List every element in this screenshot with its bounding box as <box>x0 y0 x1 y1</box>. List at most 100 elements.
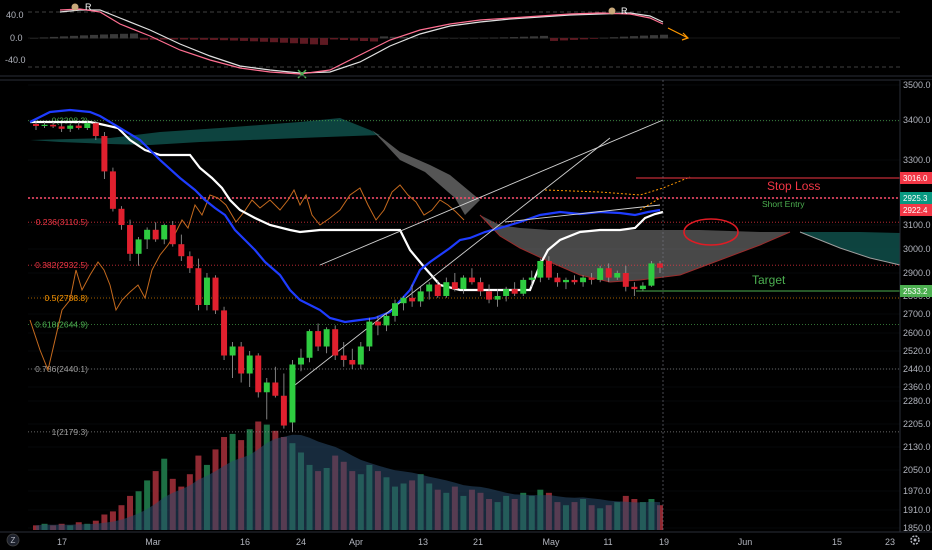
short-entry-label: Short Entry <box>762 199 805 209</box>
oscillator-histogram-bar <box>590 38 598 39</box>
oscillator-histogram-bar <box>50 36 58 39</box>
oscillator-histogram-bar <box>60 36 68 39</box>
oscillator-histogram-bar <box>470 37 478 39</box>
oscillator-histogram-bar <box>320 38 328 45</box>
oscillator-histogram-bar <box>190 38 198 40</box>
x-tick-label: 15 <box>832 537 842 547</box>
candles <box>33 120 663 432</box>
candle-body <box>118 208 125 225</box>
y-tick-label: 2520.0 <box>903 346 931 356</box>
oscillator-histogram-bar <box>650 35 658 39</box>
candle-body <box>323 329 330 347</box>
osc-tick-neg40: -40.0 <box>5 55 26 65</box>
candle-body <box>58 126 65 129</box>
oscillator-histogram-bar <box>100 34 108 39</box>
candle-body <box>580 277 587 283</box>
x-tick-label: 23 <box>885 537 895 547</box>
candle-body <box>50 124 57 127</box>
oscillator-histogram-bar <box>130 33 138 39</box>
candle-body <box>144 229 151 240</box>
cloud-right-edge <box>799 231 901 266</box>
osc-cross-marker <box>297 69 307 79</box>
candle-body <box>263 382 270 393</box>
x-tick-label: 11 <box>603 537 612 547</box>
oscillator-histogram-bar <box>410 37 418 39</box>
candle-body <box>186 256 193 269</box>
candle-body <box>297 357 304 365</box>
candle-body <box>178 244 185 257</box>
y-tick-label: 1910.0 <box>903 505 931 515</box>
settings-gear-icon[interactable] <box>910 535 920 545</box>
x-tick-label: Jun <box>738 537 753 547</box>
oscillator-histogram-bar <box>210 38 218 40</box>
oscillator-histogram-bar <box>120 33 128 39</box>
candle-body <box>101 136 108 172</box>
osc-tick-0: 0.0 <box>10 33 23 43</box>
candle-body <box>41 124 48 126</box>
oscillator-histogram-bar <box>110 34 118 39</box>
oscillator-histogram-bar <box>330 38 338 40</box>
oscillator-pane[interactable]: 40.0 0.0 -40.0 R R <box>5 2 900 79</box>
candle-body <box>306 331 313 358</box>
oscillator-histogram-bar <box>40 37 48 39</box>
chikou-span <box>29 184 465 372</box>
y-tick-label: 3000.0 <box>903 244 931 254</box>
volume-bar <box>161 458 168 530</box>
candle-body <box>639 285 646 290</box>
volume-bar <box>135 491 142 530</box>
candle-body <box>221 310 228 356</box>
oscillator-histogram-bar <box>230 38 238 41</box>
fib-level-label: 1(2179.3) <box>52 427 89 437</box>
y-tick-label: 2050.0 <box>903 465 931 475</box>
candle-body <box>374 321 381 326</box>
oscillator-histogram-bar <box>400 37 408 39</box>
candle-body <box>195 268 202 305</box>
candle-body <box>657 263 663 268</box>
oscillator-histogram-bar <box>580 38 588 40</box>
oscillator-histogram-bar <box>380 36 388 39</box>
y-tick-label: 3300.0 <box>903 155 931 165</box>
volume-bar <box>101 514 108 530</box>
candle-body <box>135 239 142 254</box>
candle-body <box>238 346 245 374</box>
x-tick-label: 13 <box>418 537 428 547</box>
candle-body <box>571 279 578 283</box>
candle-body <box>545 261 552 278</box>
oscillator-histogram-bar <box>570 38 578 40</box>
y-tick-label: 2280.0 <box>903 396 931 406</box>
projection-dotted-line <box>544 176 691 196</box>
rising-support-line <box>504 204 661 223</box>
fib-level-label: 0.382(2932.5) <box>35 260 88 270</box>
candle-body <box>33 124 39 126</box>
candle-body <box>349 360 356 365</box>
volume-bar <box>152 471 159 530</box>
candle-body <box>631 286 638 290</box>
candle-body <box>468 277 475 283</box>
candle-body <box>537 261 544 278</box>
y-tick-label: 2600.0 <box>903 328 931 338</box>
fib-level-label: 0.618(2644.9) <box>35 319 88 329</box>
price-tag-label: 2922.4 <box>903 206 928 215</box>
left-toolbar[interactable]: Z <box>6 533 20 547</box>
candle-body <box>520 279 527 294</box>
oscillator-histogram-bar <box>70 35 78 39</box>
oscillator-histogram-bar <box>30 38 38 39</box>
oscillator-histogram-bar <box>560 38 568 41</box>
oscillator-histogram-bar <box>600 37 608 39</box>
osc-marker-r-left: R <box>71 2 92 12</box>
oscillator-histogram-bar <box>270 38 278 43</box>
candle-body <box>409 297 416 302</box>
oscillator-histogram-bar <box>250 38 258 42</box>
fib-retracement: 0(3398.3) 0.236(3110.5) 0.382(2932.5) 0.5(2… <box>28 116 900 437</box>
left-toolbar-bottom-icon[interactable]: Z <box>11 536 16 545</box>
svg-text:R: R <box>85 2 92 12</box>
oscillator-histogram-bar <box>640 35 648 39</box>
candle-body <box>494 296 501 300</box>
candle-body <box>255 355 262 393</box>
oscillator-histogram-bar <box>370 38 378 42</box>
oscillator-histogram-bar <box>420 37 428 39</box>
y-tick-label: 2130.0 <box>903 442 931 452</box>
target-label: Target <box>752 273 786 287</box>
channel-lower-line <box>294 137 611 386</box>
